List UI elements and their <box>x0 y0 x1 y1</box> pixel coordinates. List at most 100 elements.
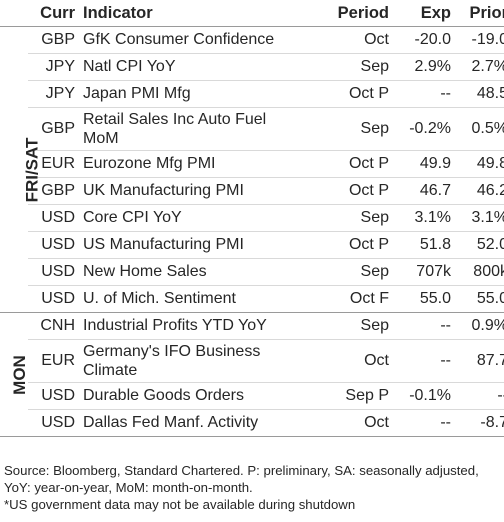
period-cell: Sep <box>303 53 391 81</box>
prior-cell: -19.0 <box>453 26 504 54</box>
table-row: GBP UK Manufacturing PMI Oct P 46.7 46.2 <box>0 177 504 205</box>
curr-cell: USD <box>28 285 79 313</box>
curr-cell: USD <box>28 258 79 286</box>
prior-cell: -- <box>453 382 504 410</box>
indicator-cell: Germany's IFO Business Climate <box>79 339 303 383</box>
table-row: EUR Germany's IFO Business Climate Oct -… <box>0 339 504 383</box>
period-cell: Sep <box>303 258 391 286</box>
prior-cell: -8.7 <box>453 409 504 437</box>
curr-cell: USD <box>28 382 79 410</box>
exp-cell: 46.7 <box>391 177 453 205</box>
exp-header: Exp <box>391 0 453 27</box>
exp-cell: 55.0 <box>391 285 453 313</box>
exp-cell: 51.8 <box>391 231 453 259</box>
source-note: Source: Bloomberg, Standard Chartered. P… <box>4 462 500 513</box>
period-cell: Oct <box>303 409 391 437</box>
header-row: Curr Indicator Period Exp Prior <box>0 0 504 27</box>
table-row: USD U. of Mich. Sentiment Oct F 55.0 55.… <box>0 285 504 313</box>
exp-cell: -- <box>391 339 453 383</box>
exp-cell: -- <box>391 409 453 437</box>
table-row: JPY Japan PMI Mfg Oct P -- 48.5 <box>0 80 504 108</box>
indicator-cell: Natl CPI YoY <box>79 53 303 81</box>
period-cell: Oct <box>303 26 391 54</box>
curr-cell: EUR <box>28 150 79 178</box>
prior-cell: 0.9% <box>453 312 504 340</box>
exp-cell: -- <box>391 312 453 340</box>
prior-cell: 800k <box>453 258 504 286</box>
table-row: MON CNH Industrial Profits YTD YoY Sep -… <box>0 312 504 437</box>
table-row: EUR Eurozone Mfg PMI Oct P 49.9 49.8 <box>0 150 504 178</box>
curr-cell: CNH <box>28 312 79 340</box>
curr-cell: USD <box>28 204 79 232</box>
period-header: Period <box>303 0 391 27</box>
exp-cell: 707k <box>391 258 453 286</box>
curr-cell: USD <box>28 231 79 259</box>
day-cell: FRI/SAT <box>0 26 41 313</box>
indicator-cell: Industrial Profits YTD YoY <box>79 312 303 340</box>
indicator-cell: UK Manufacturing PMI <box>79 177 303 205</box>
period-cell: Oct P <box>303 80 391 108</box>
period-cell: Oct <box>303 339 391 383</box>
period-cell: Sep <box>303 312 391 340</box>
table-row: USD Durable Goods Orders Sep P -0.1% -- <box>0 382 504 410</box>
prior-cell: 3.1% <box>453 204 504 232</box>
indicator-cell: US Manufacturing PMI <box>79 231 303 259</box>
period-cell: Oct P <box>303 150 391 178</box>
prior-cell: 49.8 <box>453 150 504 178</box>
exp-cell: -20.0 <box>391 26 453 54</box>
curr-cell: GBP <box>28 177 79 205</box>
period-cell: Sep <box>303 107 391 151</box>
prior-cell: 55.0 <box>453 285 504 313</box>
table-row: USD Core CPI YoY Sep 3.1% 3.1% <box>0 204 504 232</box>
prior-cell: 46.2 <box>453 177 504 205</box>
curr-cell: JPY <box>28 53 79 81</box>
curr-cell: EUR <box>28 339 79 383</box>
exp-cell: 49.9 <box>391 150 453 178</box>
disclaimer-line: *US government data may not be available… <box>4 497 356 512</box>
source-line: Source: Bloomberg, Standard Chartered. P… <box>4 463 479 495</box>
indicator-header: Indicator <box>79 0 303 27</box>
table-row: USD US Manufacturing PMI Oct P 51.8 52.0 <box>0 231 504 259</box>
table-row: GBP Retail Sales Inc Auto Fuel MoM Sep -… <box>0 107 504 151</box>
exp-cell: -- <box>391 80 453 108</box>
indicator-cell: Durable Goods Orders <box>79 382 303 410</box>
exp-cell: -0.1% <box>391 382 453 410</box>
day-cell: MON <box>0 312 29 437</box>
exp-cell: -0.2% <box>391 107 453 151</box>
period-cell: Oct P <box>303 231 391 259</box>
period-cell: Oct P <box>303 177 391 205</box>
table-row: JPY Natl CPI YoY Sep 2.9% 2.7% <box>0 53 504 81</box>
curr-cell: GBP <box>28 107 79 151</box>
curr-header: Curr <box>28 0 79 27</box>
prior-cell: 48.5 <box>453 80 504 108</box>
exp-cell: 2.9% <box>391 53 453 81</box>
prior-cell: 0.5% <box>453 107 504 151</box>
indicator-cell: Eurozone Mfg PMI <box>79 150 303 178</box>
calendar-table: Curr Indicator Period Exp Prior FRI/SAT … <box>0 0 504 437</box>
day-label: FRI/SAT <box>22 137 42 202</box>
day-label: MON <box>9 354 29 395</box>
day-header <box>0 0 28 27</box>
curr-cell: GBP <box>28 26 79 54</box>
indicator-cell: Japan PMI Mfg <box>79 80 303 108</box>
prior-cell: 87.7 <box>453 339 504 383</box>
indicator-cell: Retail Sales Inc Auto Fuel MoM <box>79 107 303 151</box>
prior-cell: 52.0 <box>453 231 504 259</box>
prior-cell: 2.7% <box>453 53 504 81</box>
indicator-cell: Core CPI YoY <box>79 204 303 232</box>
table-row: FRI/SAT GBP GfK Consumer Confidence Oct … <box>0 26 504 313</box>
table-row: USD Dallas Fed Manf. Activity Oct -- -8.… <box>0 409 504 437</box>
exp-cell: 3.1% <box>391 204 453 232</box>
period-cell: Sep <box>303 204 391 232</box>
indicator-cell: New Home Sales <box>79 258 303 286</box>
period-cell: Oct F <box>303 285 391 313</box>
curr-cell: JPY <box>28 80 79 108</box>
period-cell: Sep P <box>303 382 391 410</box>
indicator-cell: GfK Consumer Confidence <box>79 26 303 54</box>
table-row: USD New Home Sales Sep 707k 800k <box>0 258 504 286</box>
prior-header: Prior <box>453 0 504 27</box>
indicator-cell: U. of Mich. Sentiment <box>79 285 303 313</box>
curr-cell: USD <box>28 409 79 437</box>
indicator-cell: Dallas Fed Manf. Activity <box>79 409 303 437</box>
